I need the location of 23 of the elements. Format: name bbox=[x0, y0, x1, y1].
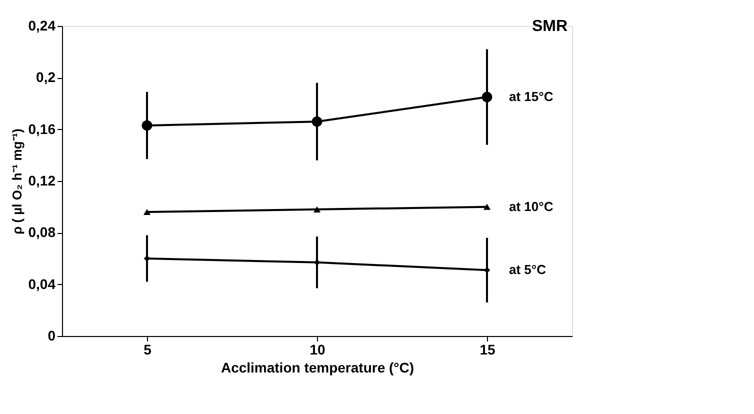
y-tick-label: 0,24 bbox=[28, 18, 56, 34]
series-label: at 15°C bbox=[509, 89, 554, 104]
point bbox=[143, 208, 151, 216]
point bbox=[312, 116, 322, 127]
y-tick-label: 0,16 bbox=[28, 120, 56, 137]
series-label: at 10°C bbox=[509, 198, 554, 214]
point bbox=[483, 204, 491, 210]
y-tick-label: 0,08 bbox=[28, 224, 56, 240]
chart-title: SMR bbox=[532, 18, 568, 35]
x-tick-label: 5 bbox=[144, 342, 152, 358]
point bbox=[144, 255, 150, 262]
x-axis-title: Acclimation temperature (°C) bbox=[220, 360, 414, 376]
y-tick-label: 0 bbox=[48, 328, 56, 344]
y-tick-label: 0,04 bbox=[28, 276, 56, 292]
series-label: at 5°C bbox=[509, 262, 547, 278]
point bbox=[313, 206, 321, 212]
y-tick-label: 0,2 bbox=[36, 69, 56, 86]
x-tick-label: 10 bbox=[310, 342, 326, 358]
x-tick-label: 15 bbox=[480, 342, 496, 358]
y-tick-label: 0,12 bbox=[28, 172, 56, 188]
point bbox=[482, 92, 492, 102]
point bbox=[142, 120, 152, 131]
y-axis-title: ρ ( µl O₂ h⁻¹ mg⁻¹) bbox=[9, 128, 24, 234]
